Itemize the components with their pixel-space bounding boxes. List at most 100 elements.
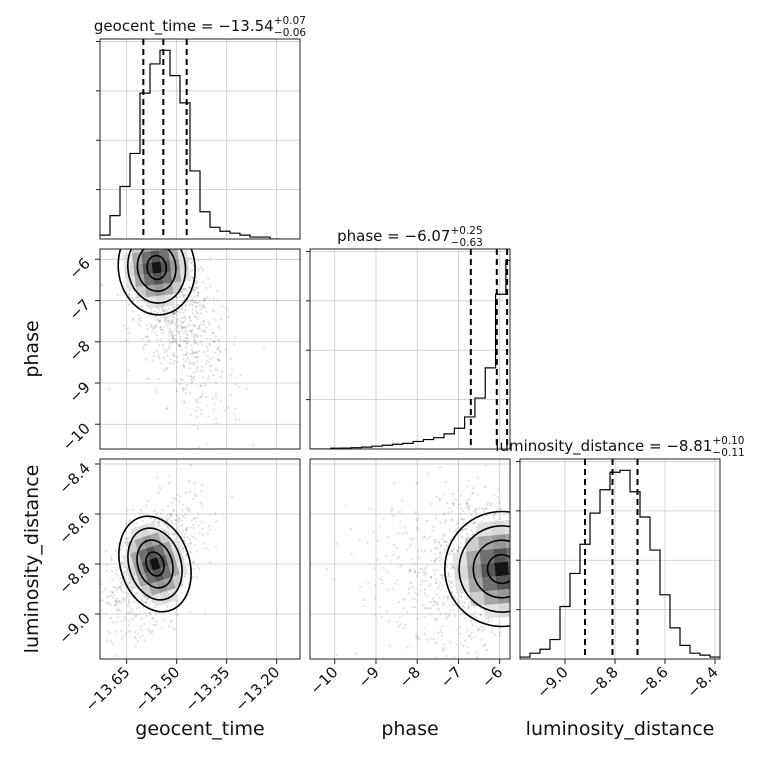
scatter-point xyxy=(131,298,134,301)
scatter-point xyxy=(438,498,442,501)
scatter-point xyxy=(463,617,466,620)
scatter-point xyxy=(163,350,167,354)
scatter-point xyxy=(192,371,195,375)
scatter-point xyxy=(171,337,175,340)
scatter-point xyxy=(197,327,200,330)
scatter-point xyxy=(171,353,174,356)
scatter-point xyxy=(193,334,196,337)
scatter-point xyxy=(463,601,466,605)
scatter-point xyxy=(193,543,196,546)
scatter-point xyxy=(117,608,120,612)
scatter-point xyxy=(142,345,145,348)
scatter-point xyxy=(128,293,131,296)
scatter-point xyxy=(175,296,178,299)
scatter-point xyxy=(205,310,208,314)
scatter-point xyxy=(165,525,169,528)
scatter-point xyxy=(188,391,192,394)
scatter-point xyxy=(439,613,442,616)
scatter-point xyxy=(195,335,198,338)
scatter-point xyxy=(184,339,187,342)
scatter-point xyxy=(172,336,175,339)
scatter-point xyxy=(188,287,191,290)
scatter-point xyxy=(189,269,192,272)
scatter-point xyxy=(120,288,123,291)
scatter-point xyxy=(416,617,419,620)
scatter-point xyxy=(380,578,383,582)
scatter-point xyxy=(392,514,395,517)
scatter-point xyxy=(424,572,427,575)
scatter-point xyxy=(467,604,470,607)
contour-level-3 xyxy=(458,525,510,613)
scatter-point xyxy=(187,322,191,326)
scatter-point xyxy=(105,569,108,572)
scatter-point xyxy=(175,366,178,370)
scatter-point xyxy=(113,585,116,589)
scatter-point xyxy=(394,582,397,585)
scatter-point xyxy=(417,517,420,520)
scatter-point xyxy=(411,558,414,561)
scatter-point xyxy=(470,513,473,516)
scatter-point xyxy=(447,572,450,575)
scatter-point xyxy=(167,528,170,531)
scatter-point xyxy=(107,388,111,391)
scatter-point xyxy=(196,427,200,430)
scatter-point xyxy=(451,492,454,496)
scatter-point xyxy=(452,566,455,569)
scatter-point xyxy=(173,337,177,340)
scatter-point xyxy=(183,574,186,577)
scatter-point xyxy=(119,609,122,612)
scatter-point xyxy=(124,599,127,602)
histogram-phase xyxy=(310,259,510,449)
scatter-point xyxy=(208,343,211,347)
scatter-point xyxy=(230,495,233,498)
scatter-point xyxy=(419,666,421,668)
scatter-point xyxy=(116,587,119,590)
scatter-point xyxy=(435,581,438,585)
scatter-point xyxy=(163,618,166,621)
scatter-point xyxy=(156,338,159,342)
x-tick-label: −8.8 xyxy=(583,663,621,701)
scatter-point xyxy=(189,316,192,319)
scatter-point xyxy=(438,555,441,558)
y-tick-label: −8.8 xyxy=(55,559,93,597)
scatter-point xyxy=(226,309,229,312)
scatter-point xyxy=(480,520,483,523)
scatter-point xyxy=(167,533,170,537)
scatter-point xyxy=(419,583,422,586)
scatter-point xyxy=(211,356,215,360)
scatter-point xyxy=(147,316,150,319)
scatter-point xyxy=(367,581,370,585)
scatter-point xyxy=(194,323,197,326)
scatter-point xyxy=(205,296,208,299)
scatter-point xyxy=(171,521,174,524)
scatter-point xyxy=(178,344,181,347)
density-cell xyxy=(512,601,527,616)
scatter-point xyxy=(204,298,207,301)
scatter-point xyxy=(151,330,154,333)
x-tick-label: −13.50 xyxy=(132,663,184,715)
scatter-point xyxy=(359,585,362,588)
scatter-point xyxy=(466,501,469,505)
scatter-point xyxy=(450,519,453,522)
density-cell xyxy=(519,532,534,547)
contour-level-1 xyxy=(486,553,510,585)
scatter-point xyxy=(390,506,394,509)
scatter-point xyxy=(230,393,233,396)
scatter-point xyxy=(205,337,208,340)
scatter-point xyxy=(438,498,441,501)
scatter-point xyxy=(402,607,405,610)
scatter-point xyxy=(110,570,114,573)
scatter-point xyxy=(335,653,338,656)
scatter-point xyxy=(175,296,179,299)
scatter-point xyxy=(119,602,122,605)
scatter-point xyxy=(202,298,205,301)
scatter-point xyxy=(123,597,126,600)
scatter-point xyxy=(198,304,201,307)
scatter-point xyxy=(220,305,224,308)
scatter-point xyxy=(181,326,184,330)
scatter-point xyxy=(193,333,196,336)
scatter-point xyxy=(206,377,209,380)
scatter-point xyxy=(202,320,206,323)
scatter-point xyxy=(450,550,453,553)
density-cell xyxy=(161,541,173,555)
